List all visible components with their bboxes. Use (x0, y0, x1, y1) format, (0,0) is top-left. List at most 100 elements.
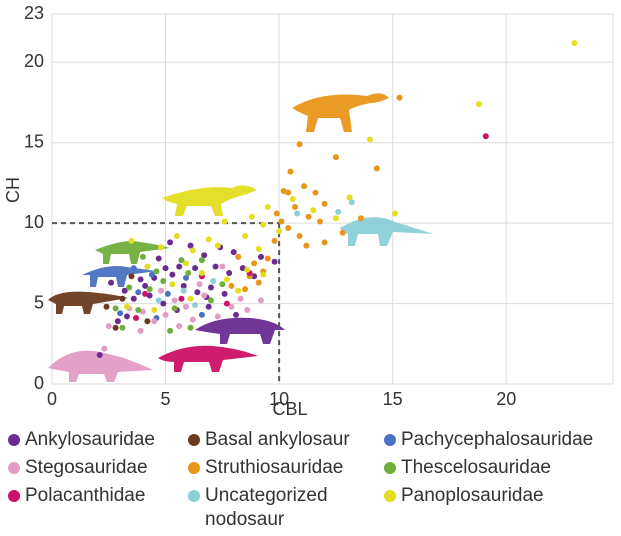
point (317, 219, 323, 225)
point (374, 165, 380, 171)
point (151, 307, 157, 313)
point (210, 278, 216, 284)
point (285, 225, 291, 231)
point (233, 312, 239, 318)
point (392, 210, 398, 216)
silhouette (195, 318, 285, 344)
point (322, 239, 328, 245)
legend-item: Stegosauridae (8, 456, 188, 480)
point (131, 296, 137, 302)
point (333, 154, 339, 160)
point (106, 323, 112, 329)
point (190, 317, 196, 323)
legend-item: Polacanthidae (8, 484, 188, 532)
point (256, 246, 262, 252)
plot-border (52, 14, 613, 384)
point (476, 101, 482, 107)
silhouette (340, 217, 433, 246)
point (119, 325, 125, 331)
x-tick-label: 20 (496, 389, 516, 409)
point (190, 247, 196, 253)
point (242, 286, 248, 292)
point (188, 296, 194, 302)
point (260, 222, 266, 228)
point (156, 256, 162, 262)
silhouette (158, 346, 258, 372)
point (144, 318, 150, 324)
point (199, 270, 205, 276)
legend-marker (8, 462, 20, 474)
point (215, 243, 221, 249)
point (199, 257, 205, 263)
legend-item: Panoplosauridae (384, 484, 614, 532)
point (303, 243, 309, 249)
point (322, 201, 328, 207)
point (131, 265, 137, 271)
point (101, 346, 107, 352)
point (226, 270, 232, 276)
point (97, 352, 103, 358)
point (181, 288, 187, 294)
legend-marker (188, 490, 200, 502)
y-tick-label: 15 (24, 131, 44, 151)
point (192, 265, 198, 271)
point (163, 265, 169, 271)
point (297, 141, 303, 147)
point (147, 286, 153, 292)
legend-label: Ankylosauridae (25, 428, 155, 452)
legend-marker (384, 490, 396, 502)
point (206, 236, 212, 242)
point (197, 281, 203, 287)
legend-marker (8, 490, 20, 502)
point (108, 280, 114, 286)
point (169, 281, 175, 287)
point (135, 307, 141, 313)
point (228, 283, 234, 289)
legend-item: Thescelosauridae (384, 456, 614, 480)
point (185, 270, 191, 276)
legend-item: Basal ankylosaur (188, 428, 384, 452)
legend-label: Struthiosauridae (205, 456, 343, 480)
point (312, 190, 318, 196)
legend-item: Pachycephalosauridae (384, 428, 614, 452)
point (140, 254, 146, 260)
silhouette (162, 185, 257, 216)
point (242, 233, 248, 239)
point (272, 238, 278, 244)
point (231, 249, 237, 255)
point (265, 256, 271, 262)
point (119, 296, 125, 302)
point (194, 289, 200, 295)
point (156, 297, 162, 303)
point (224, 301, 230, 307)
point (178, 296, 184, 302)
y-tick-label: 23 (24, 3, 44, 23)
legend-marker (384, 462, 396, 474)
point (172, 305, 178, 311)
point (219, 264, 225, 270)
point (174, 233, 180, 239)
point (306, 214, 312, 220)
point (167, 328, 173, 334)
point (169, 272, 175, 278)
legend-label: Panoplosauridae (401, 484, 544, 508)
point (128, 238, 134, 244)
point (183, 304, 189, 310)
point (208, 297, 214, 303)
point (358, 215, 364, 221)
point (258, 297, 264, 303)
legend-marker (188, 434, 200, 446)
point (276, 228, 282, 234)
point (163, 312, 169, 318)
point (301, 183, 307, 189)
point (483, 133, 489, 139)
x-tick-label: 15 (383, 389, 403, 409)
point (138, 328, 144, 334)
point (135, 289, 141, 295)
y-axis-label: CH (3, 177, 23, 203)
point (113, 325, 119, 331)
point (310, 207, 316, 213)
y-tick-label: 0 (34, 373, 44, 393)
point (244, 307, 250, 313)
